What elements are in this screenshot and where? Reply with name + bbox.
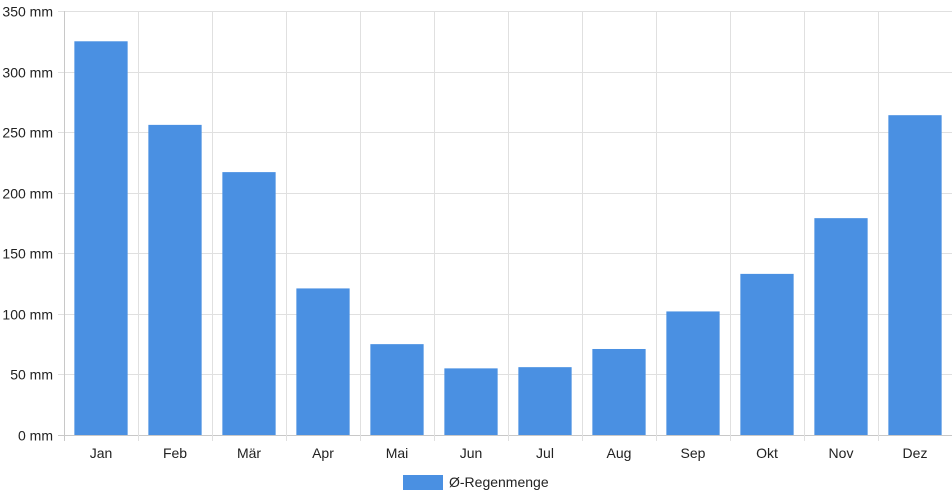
bar-dez[interactable] bbox=[888, 115, 942, 435]
x-tick-label: Dez bbox=[903, 445, 928, 461]
x-axis-ticks: Jan Feb Mär Apr Mai Jun Jul Aug Sep Okt Nov Dez bbox=[90, 445, 928, 461]
x-tick-label: Sep bbox=[681, 445, 706, 461]
bar-jun[interactable] bbox=[444, 368, 498, 435]
legend-swatch bbox=[403, 474, 443, 490]
x-tick-label: Jul bbox=[536, 445, 554, 461]
y-tick-label: 150 mm bbox=[2, 246, 53, 262]
bar-sep[interactable] bbox=[666, 311, 720, 435]
bar-aug[interactable] bbox=[592, 348, 646, 435]
x-tick-label: Nov bbox=[829, 445, 854, 461]
bar-mai[interactable] bbox=[370, 344, 424, 435]
bar-nov[interactable] bbox=[814, 218, 868, 435]
x-tick-label: Apr bbox=[312, 445, 334, 461]
y-axis-ticks: 0 mm 50 mm 100 mm 150 mm 200 mm 250 mm 300 mm 3… bbox=[2, 4, 53, 444]
y-tick-label: 100 mm bbox=[2, 307, 53, 323]
bar-jul[interactable] bbox=[518, 367, 572, 435]
bar-apr[interactable] bbox=[296, 288, 350, 435]
x-tick-label: Aug bbox=[607, 445, 632, 461]
x-tick-label: Jun bbox=[460, 445, 483, 461]
bar-mär[interactable] bbox=[222, 172, 276, 435]
bar-jan[interactable] bbox=[74, 41, 128, 436]
y-tick-label: 250 mm bbox=[2, 125, 53, 141]
x-tick-label: Jan bbox=[90, 445, 113, 461]
bar-okt[interactable] bbox=[740, 273, 794, 435]
legend-label: Ø-Regenmenge bbox=[449, 474, 549, 490]
y-tick-label: 200 mm bbox=[2, 186, 53, 202]
y-tick-label: 350 mm bbox=[2, 4, 53, 20]
y-tick-label: 50 mm bbox=[10, 367, 53, 383]
legend[interactable]: Ø-Regenmenge bbox=[403, 472, 549, 492]
x-tick-label: Feb bbox=[163, 445, 187, 461]
bars bbox=[74, 41, 942, 436]
bar-feb[interactable] bbox=[148, 124, 202, 436]
y-tick-label: 0 mm bbox=[18, 428, 53, 444]
grid-lines bbox=[58, 11, 952, 441]
x-tick-label: Mai bbox=[386, 445, 409, 461]
x-tick-label: Mär bbox=[237, 445, 261, 461]
y-tick-label: 300 mm bbox=[2, 65, 53, 81]
x-tick-label: Okt bbox=[756, 445, 778, 461]
